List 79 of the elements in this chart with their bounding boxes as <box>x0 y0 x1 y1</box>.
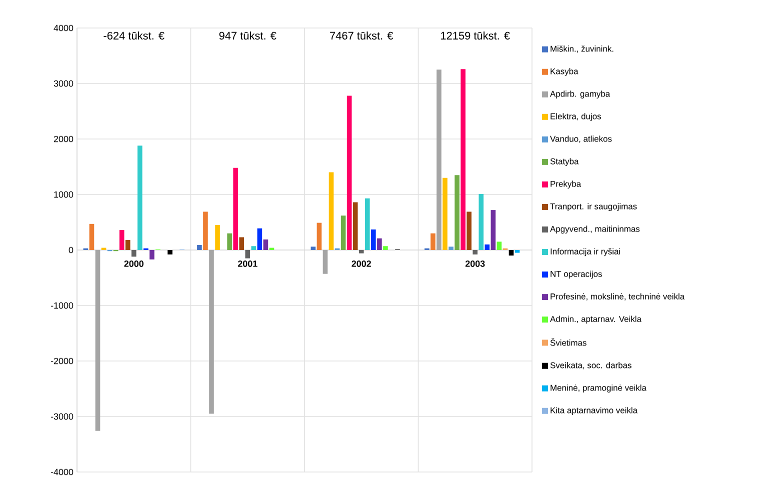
bar <box>233 168 238 250</box>
bar <box>251 246 256 250</box>
legend-label: Meninė, pramoginė veikla <box>550 384 646 392</box>
bar <box>328 172 334 250</box>
x-tick-label: 2002 <box>352 260 371 267</box>
bar <box>442 178 448 250</box>
legend-label: Sveikata, soc. darbas <box>550 362 632 370</box>
y-tick-label: -2000 <box>50 358 74 364</box>
annotation: 12159 tūkst. € <box>441 32 510 40</box>
bar <box>209 250 214 414</box>
legend-label: Statyba <box>550 158 579 166</box>
bar <box>322 250 328 274</box>
legend-label: Informacija ir ryšiai <box>550 248 620 256</box>
bar <box>310 246 316 250</box>
annotation: -624 tūkst. € <box>104 32 164 40</box>
bar <box>245 250 250 258</box>
legend-label: Elektra, dujos <box>550 113 601 121</box>
bar <box>257 228 262 250</box>
annotation: 7467 tūkst. € <box>330 32 394 40</box>
annotation: 947 tūkst. € <box>219 32 276 40</box>
bar <box>496 242 502 250</box>
bar <box>514 250 520 253</box>
bar <box>137 146 142 250</box>
bar <box>197 245 202 250</box>
y-tick-label: 0 <box>68 246 74 254</box>
legend-label: Prekyba <box>550 180 582 189</box>
legend-label: Apdirb. gamyba <box>550 90 610 98</box>
bar <box>436 70 442 250</box>
bar <box>203 212 208 250</box>
y-tick-label: -3000 <box>50 413 74 420</box>
bar <box>89 224 94 250</box>
y-tick-label: -4000 <box>50 468 74 476</box>
bar <box>448 246 454 250</box>
bar <box>371 229 376 250</box>
legend-label: Kasyba <box>550 68 578 76</box>
legend-label: Apgyvend., maitininmas <box>550 226 640 234</box>
bar <box>358 250 364 254</box>
bar <box>239 237 244 250</box>
bar <box>460 69 466 250</box>
legend-label: Vanduo, atliekos <box>550 136 612 143</box>
legend-label: Tranport. ir saugojimas <box>550 203 637 212</box>
bar <box>215 225 220 250</box>
y-tick-label: 1000 <box>54 191 74 198</box>
bar <box>131 250 136 257</box>
bar <box>119 230 124 250</box>
bar <box>383 246 388 250</box>
legend-label: Profesinė, mokslinė, techninė veikla <box>550 293 685 300</box>
bar <box>125 240 130 250</box>
bar <box>484 244 490 250</box>
bar <box>364 198 370 250</box>
y-tick-label: 2000 <box>54 136 74 142</box>
bar <box>377 238 382 250</box>
bar <box>472 250 478 254</box>
bar <box>150 250 154 260</box>
legend-label: Miškin., žuvinink. <box>550 46 614 53</box>
bar <box>340 216 346 250</box>
bar <box>466 212 472 250</box>
legend-label: Kita aptarnavimo veikla <box>550 407 638 415</box>
bar <box>430 233 436 250</box>
x-tick-label: 2000 <box>124 260 144 267</box>
legend-label: Švietimas <box>550 338 586 346</box>
bar <box>346 96 352 250</box>
bar <box>478 194 484 250</box>
y-tick-label: -1000 <box>50 302 74 309</box>
bar <box>490 210 496 250</box>
y-tick-label: 3000 <box>54 80 74 87</box>
bar <box>95 250 100 431</box>
bar <box>316 222 322 250</box>
legend-label: NT operacijos <box>550 270 602 279</box>
bar <box>263 239 268 250</box>
bar <box>352 202 358 250</box>
x-tick-label: 2003 <box>465 260 485 267</box>
x-tick-label: 2001 <box>238 260 258 267</box>
bar <box>454 175 460 250</box>
bar <box>168 250 172 254</box>
y-tick-label: 4000 <box>54 24 74 32</box>
bar <box>508 250 514 256</box>
bar <box>227 233 232 250</box>
legend-label: Admin., aptarnav. Veikla <box>550 316 642 324</box>
